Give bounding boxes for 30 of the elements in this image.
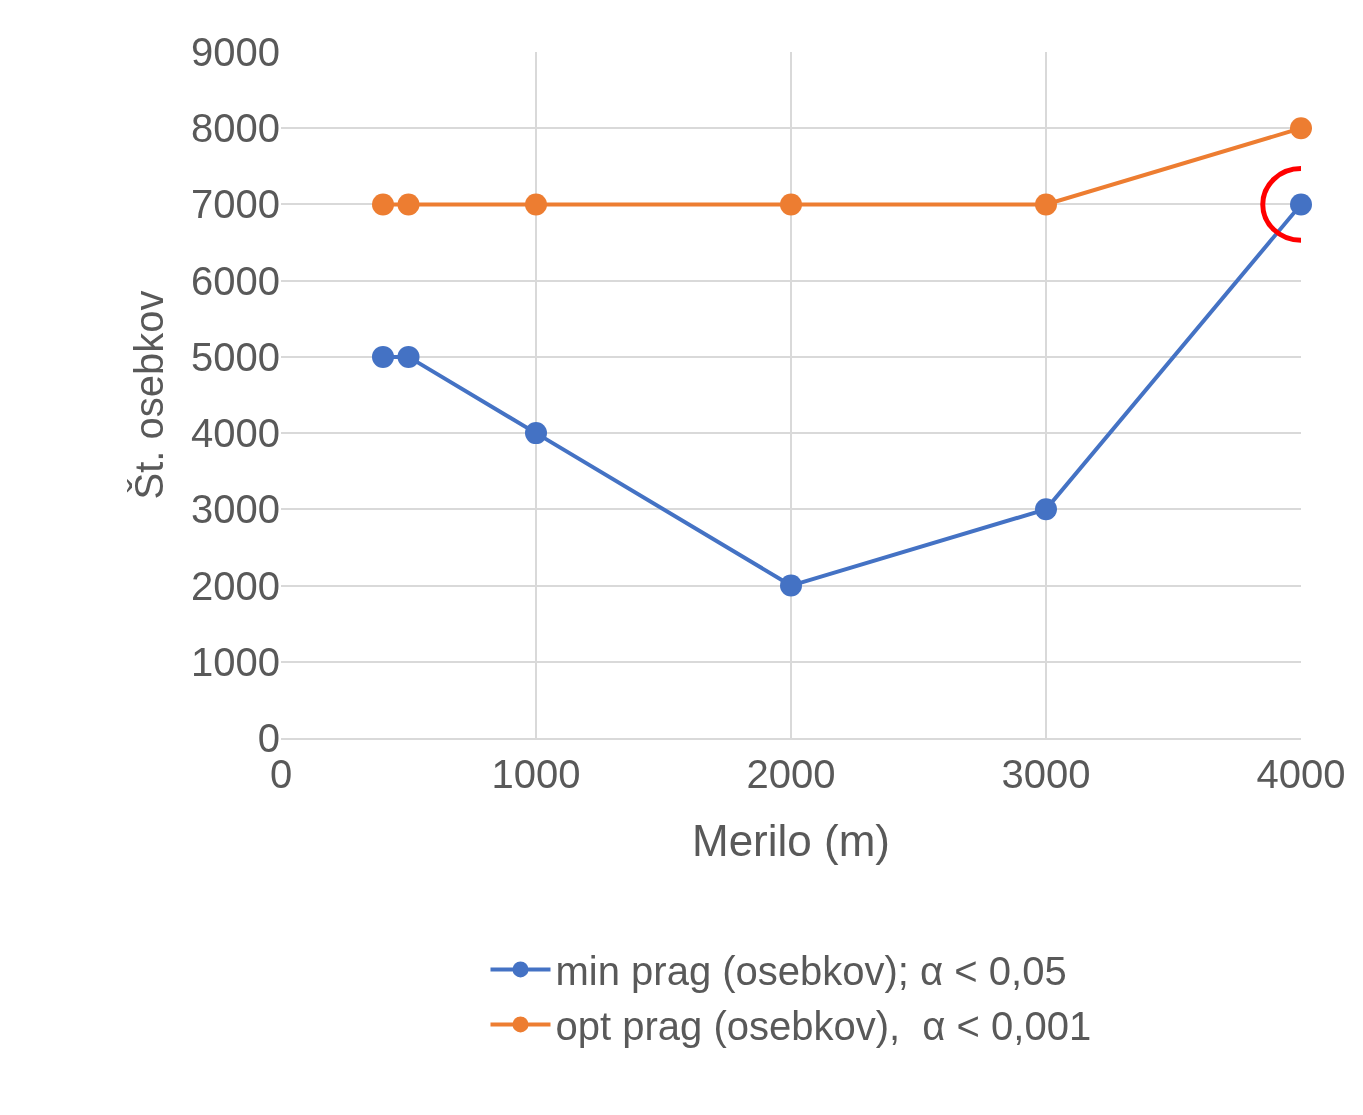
point bbox=[397, 193, 420, 216]
point bbox=[525, 422, 547, 445]
y-tick-label: 6000 bbox=[191, 258, 280, 303]
x-tick-label: 1000 bbox=[491, 752, 581, 796]
point bbox=[372, 193, 394, 216]
y-tick-label: 0 bbox=[257, 716, 280, 760]
x-axis-title: Merilo (m) bbox=[692, 815, 890, 865]
x-tick-label: 3000 bbox=[1001, 752, 1091, 796]
y-tick-label: 9000 bbox=[191, 30, 280, 74]
point bbox=[372, 345, 394, 368]
y-axis-title: Št. osebkov bbox=[126, 290, 171, 500]
x-tick-label: 4000 bbox=[1256, 752, 1346, 796]
point bbox=[780, 193, 802, 216]
point bbox=[397, 345, 420, 368]
y-tick-label: 8000 bbox=[191, 106, 280, 151]
y-tick-label: 4000 bbox=[191, 411, 280, 456]
point bbox=[1035, 193, 1057, 216]
legend-label: min prag (osebkov); α < 0,05 bbox=[555, 949, 1067, 994]
y-tick-label: 5000 bbox=[191, 334, 280, 379]
y-tick-label: 3000 bbox=[191, 487, 280, 532]
point bbox=[1035, 498, 1057, 521]
point bbox=[780, 574, 802, 597]
point bbox=[1290, 193, 1312, 216]
y-tick-label: 7000 bbox=[191, 182, 280, 227]
legend-label: opt prag (osebkov), α < 0,001 bbox=[555, 1004, 1092, 1049]
point bbox=[525, 193, 547, 216]
y-tick-label: 1000 bbox=[191, 639, 280, 684]
point bbox=[1290, 117, 1312, 140]
y-tick-label: 2000 bbox=[191, 563, 280, 608]
x-tick-label: 2000 bbox=[746, 752, 836, 796]
